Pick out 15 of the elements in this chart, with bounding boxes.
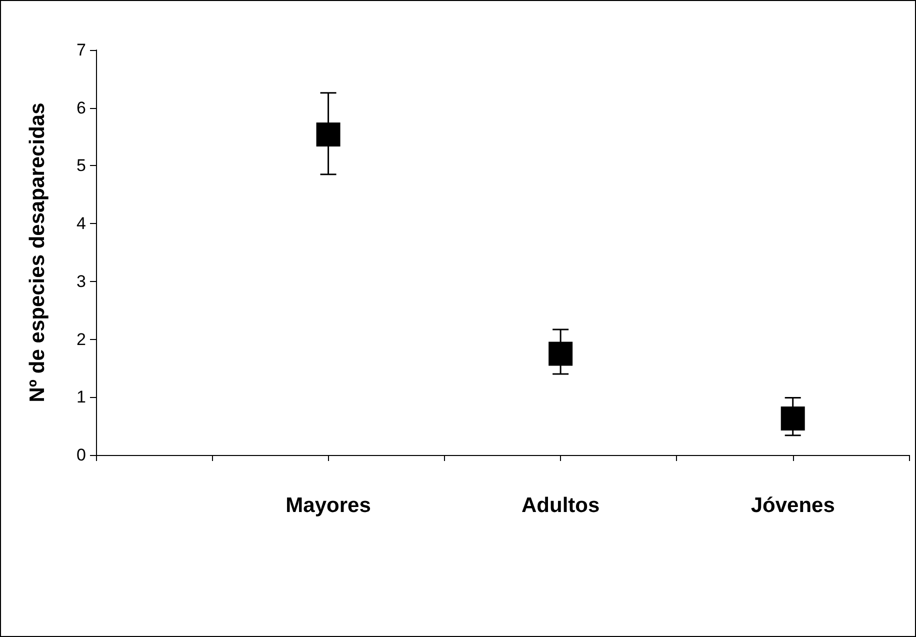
x-tick-label: Adultos	[521, 494, 600, 517]
y-tick-label: 7	[76, 40, 86, 60]
y-tick-label: 4	[76, 214, 86, 234]
y-tick-label: 1	[76, 388, 86, 407]
y-tick-label: 6	[76, 98, 86, 118]
point	[780, 406, 805, 431]
y-tick-label: 2	[76, 330, 86, 349]
x-tick-label: Mayores	[286, 494, 371, 517]
y-tick-label: 5	[76, 156, 86, 176]
y-tick-label: 0	[76, 446, 86, 464]
y-axis-title: Nº de especies desaparecidas	[26, 102, 49, 402]
point	[316, 122, 340, 146]
x-tick-label: Jóvenes	[750, 494, 835, 517]
y-tick-label: 3	[76, 272, 86, 291]
point	[548, 342, 573, 366]
